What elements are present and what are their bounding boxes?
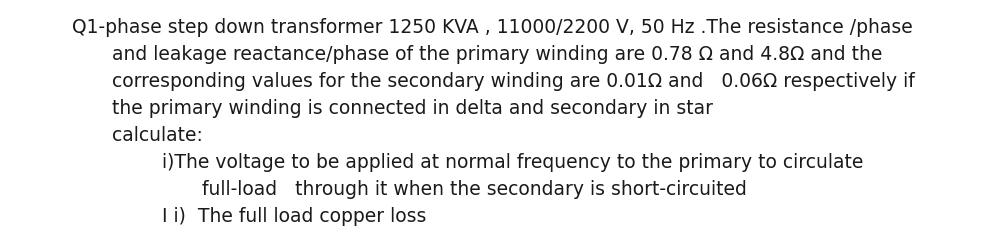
Text: calculate:: calculate: [112, 126, 203, 145]
Text: corresponding values for the secondary winding are 0.01Ω and   0.06Ω respectivel: corresponding values for the secondary w… [112, 72, 914, 91]
Text: and leakage reactance/phase of the primary winding are 0.78 Ω and 4.8Ω and the: and leakage reactance/phase of the prima… [112, 45, 882, 64]
Text: i)The voltage to be applied at normal frequency to the primary to circulate: i)The voltage to be applied at normal fr… [161, 153, 863, 172]
Text: the primary winding is connected in delta and secondary in star: the primary winding is connected in delt… [112, 99, 712, 118]
Text: full-load   through it when the secondary is short-circuited: full-load through it when the secondary … [202, 180, 746, 199]
Text: Q1-phase step down transformer 1250 KVA , 11000/2200 V, 50 Hz .The resistance /p: Q1-phase step down transformer 1250 KVA … [72, 18, 912, 37]
Text: I i)  The full load copper loss: I i) The full load copper loss [161, 207, 426, 226]
